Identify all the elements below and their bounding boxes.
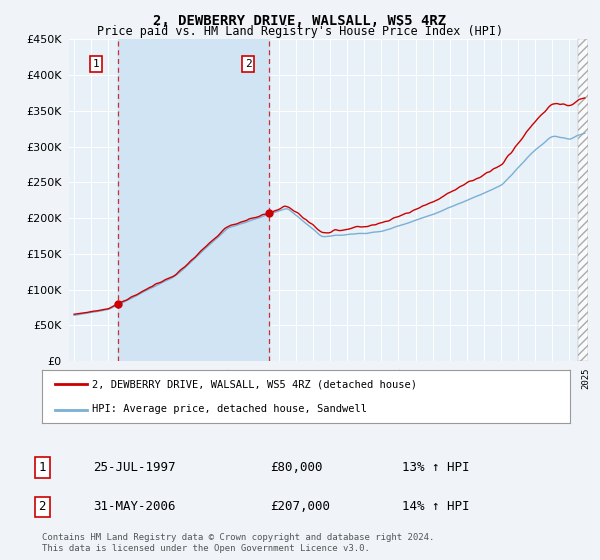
Text: 2, DEWBERRY DRIVE, WALSALL, WS5 4RZ (detached house): 2, DEWBERRY DRIVE, WALSALL, WS5 4RZ (det… [92,380,417,390]
Text: 2, DEWBERRY DRIVE, WALSALL, WS5 4RZ: 2, DEWBERRY DRIVE, WALSALL, WS5 4RZ [154,14,446,28]
Text: £80,000: £80,000 [270,461,323,474]
Text: 2: 2 [245,59,251,69]
Text: 14% ↑ HPI: 14% ↑ HPI [402,500,470,514]
Text: Price paid vs. HM Land Registry's House Price Index (HPI): Price paid vs. HM Land Registry's House … [97,25,503,38]
Text: 13% ↑ HPI: 13% ↑ HPI [402,461,470,474]
Text: 31-MAY-2006: 31-MAY-2006 [93,500,176,514]
Text: 1: 1 [38,461,46,474]
Text: Contains HM Land Registry data © Crown copyright and database right 2024.
This d: Contains HM Land Registry data © Crown c… [42,533,434,553]
Bar [118,39,269,361]
Text: £207,000: £207,000 [270,500,330,514]
Text: 25-JUL-1997: 25-JUL-1997 [93,461,176,474]
Text: 1: 1 [93,59,100,69]
Text: HPI: Average price, detached house, Sandwell: HPI: Average price, detached house, Sand… [92,404,367,414]
Text: 2: 2 [38,500,46,514]
